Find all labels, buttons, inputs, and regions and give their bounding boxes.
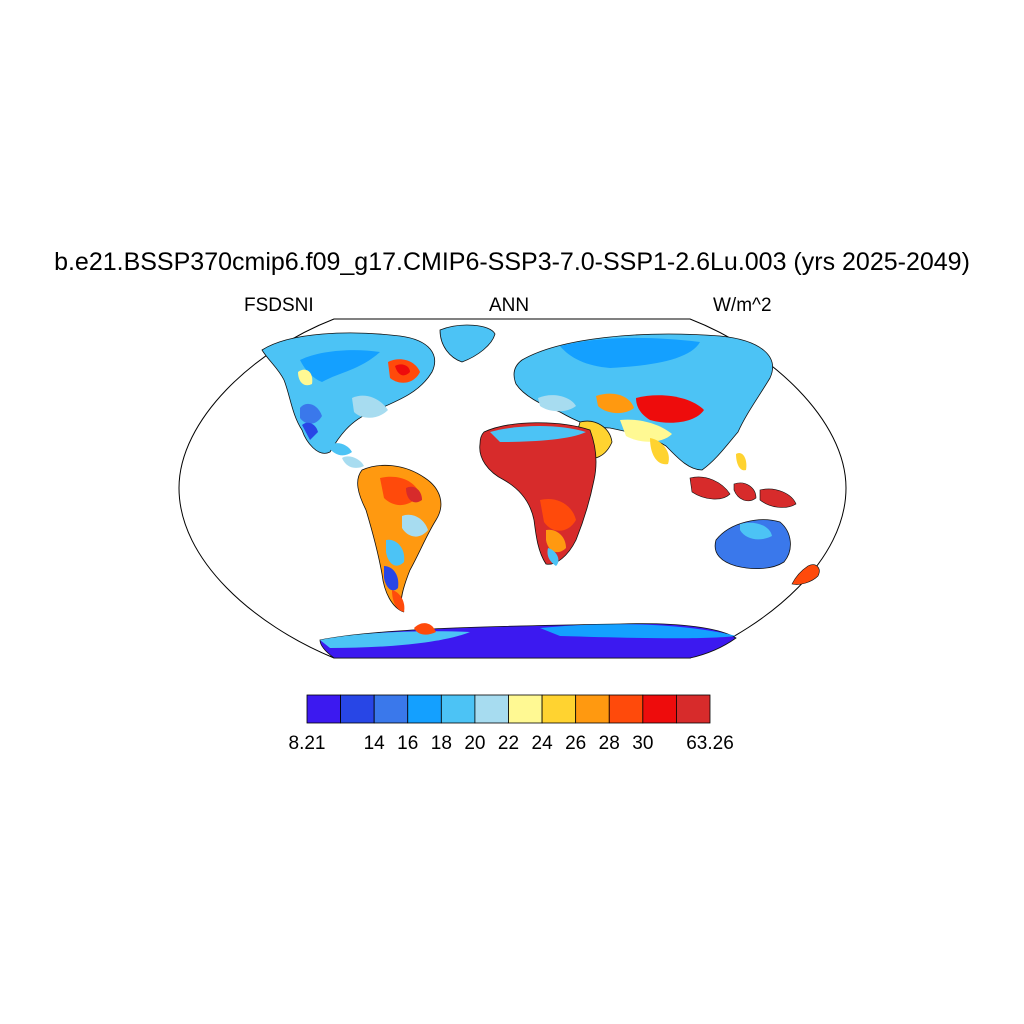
colorbar-label-8: 28 bbox=[598, 733, 620, 754]
colorbar-box-4 bbox=[440, 694, 476, 724]
colorbar-label-10: 63.26 bbox=[686, 733, 734, 754]
colorbar-box-5 bbox=[474, 694, 509, 724]
colorbar-box-6 bbox=[508, 694, 543, 724]
colorbar-box-3 bbox=[407, 694, 442, 724]
africa bbox=[479, 422, 597, 566]
north-america bbox=[261, 332, 436, 468]
colorbar-label-1: 14 bbox=[363, 733, 385, 754]
australia bbox=[714, 519, 791, 570]
colorbar-label-2: 16 bbox=[397, 733, 419, 754]
colorbar-label-9: 30 bbox=[632, 733, 654, 754]
colorbar-label-3: 18 bbox=[430, 733, 452, 754]
colorbar-label-6: 24 bbox=[531, 733, 553, 754]
colorbar-label-5: 22 bbox=[497, 733, 520, 754]
colorbar-box-0 bbox=[306, 694, 341, 724]
colorbar-box-7 bbox=[541, 694, 577, 724]
variable-label: FSDSNI bbox=[244, 295, 314, 316]
season-label: ANN bbox=[489, 295, 530, 316]
antarctica bbox=[319, 623, 737, 659]
units-label: W/m^2 bbox=[713, 295, 772, 316]
south-america bbox=[357, 465, 442, 613]
chart-title: b.e21.BSSP370cmip6.f09_g17.CMIP6-SSP3-7.… bbox=[54, 248, 970, 276]
colorbar-box-8 bbox=[575, 694, 610, 724]
colorbar-box-10 bbox=[642, 694, 677, 724]
colorbar-label-7: 26 bbox=[565, 733, 587, 754]
new-zealand bbox=[791, 564, 820, 585]
colorbar-box-1 bbox=[340, 694, 375, 724]
colorbar-box-11 bbox=[676, 694, 711, 724]
colorbar bbox=[306, 694, 711, 724]
maritime-continent bbox=[689, 452, 797, 508]
colorbar-label-0: 8.21 bbox=[288, 733, 326, 754]
colorbar-box-2 bbox=[373, 694, 409, 724]
colorbar-label-4: 20 bbox=[464, 733, 486, 754]
greenland bbox=[439, 324, 496, 363]
colorbar-box-9 bbox=[608, 694, 644, 724]
eurasia bbox=[513, 333, 773, 471]
